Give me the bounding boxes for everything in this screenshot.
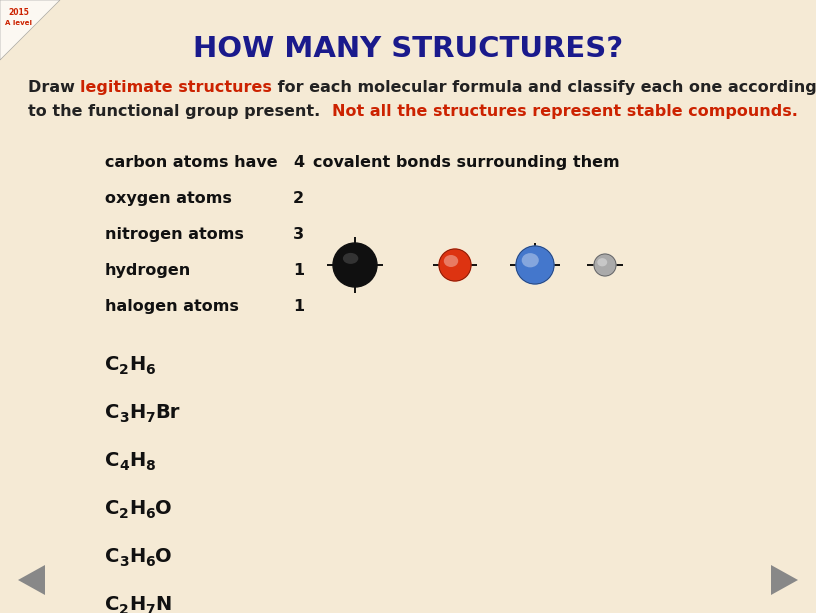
Text: Draw: Draw [28, 80, 81, 95]
Text: to the functional group present.: to the functional group present. [28, 104, 331, 119]
Polygon shape [18, 565, 45, 595]
Text: oxygen atoms: oxygen atoms [105, 191, 232, 206]
Text: A level: A level [5, 20, 32, 26]
Text: 2: 2 [119, 603, 129, 613]
Text: 3: 3 [119, 411, 129, 425]
Text: H: H [129, 547, 145, 566]
Text: Br: Br [155, 403, 180, 422]
Text: legitimate structures: legitimate structures [81, 80, 273, 95]
Text: 1: 1 [293, 263, 304, 278]
Text: 2: 2 [119, 363, 129, 377]
Text: 2015: 2015 [8, 8, 29, 17]
Text: 6: 6 [145, 507, 155, 521]
Text: 4: 4 [293, 155, 304, 170]
Text: C: C [105, 355, 119, 374]
Text: H: H [129, 403, 145, 422]
Text: 4: 4 [119, 459, 129, 473]
Text: 6: 6 [145, 555, 155, 569]
Text: for each molecular formula and classify each one according: for each molecular formula and classify … [273, 80, 816, 95]
Text: 7: 7 [145, 411, 155, 425]
Text: O: O [155, 547, 171, 566]
Text: H: H [129, 595, 145, 613]
Ellipse shape [343, 253, 358, 264]
Text: 1: 1 [293, 299, 304, 314]
Text: hydrogen: hydrogen [105, 263, 191, 278]
Ellipse shape [597, 258, 607, 267]
Text: 2: 2 [119, 507, 129, 521]
Text: HOW MANY STRUCTURES?: HOW MANY STRUCTURES? [193, 35, 623, 63]
Text: C: C [105, 595, 119, 613]
Text: 3: 3 [119, 555, 129, 569]
Text: nitrogen atoms: nitrogen atoms [105, 227, 244, 242]
Ellipse shape [444, 255, 459, 267]
Text: 6: 6 [145, 363, 155, 377]
Text: carbon atoms have: carbon atoms have [105, 155, 277, 170]
Text: H: H [129, 451, 145, 470]
Text: halogen atoms: halogen atoms [105, 299, 239, 314]
Text: covalent bonds surrounding them: covalent bonds surrounding them [313, 155, 619, 170]
Text: 7: 7 [145, 603, 155, 613]
Text: O: O [155, 499, 171, 518]
Text: C: C [105, 451, 119, 470]
Text: 2: 2 [293, 191, 304, 206]
Text: C: C [105, 547, 119, 566]
Circle shape [439, 249, 471, 281]
Ellipse shape [521, 253, 539, 267]
Text: C: C [105, 499, 119, 518]
Circle shape [333, 243, 377, 287]
Circle shape [516, 246, 554, 284]
Text: Not all the structures represent stable compounds.: Not all the structures represent stable … [331, 104, 797, 119]
Text: 3: 3 [293, 227, 304, 242]
Text: H: H [129, 499, 145, 518]
Text: 8: 8 [145, 459, 155, 473]
Text: H: H [129, 355, 145, 374]
Text: C: C [105, 403, 119, 422]
Text: N: N [155, 595, 171, 613]
Polygon shape [771, 565, 798, 595]
Circle shape [594, 254, 616, 276]
Polygon shape [0, 0, 60, 60]
